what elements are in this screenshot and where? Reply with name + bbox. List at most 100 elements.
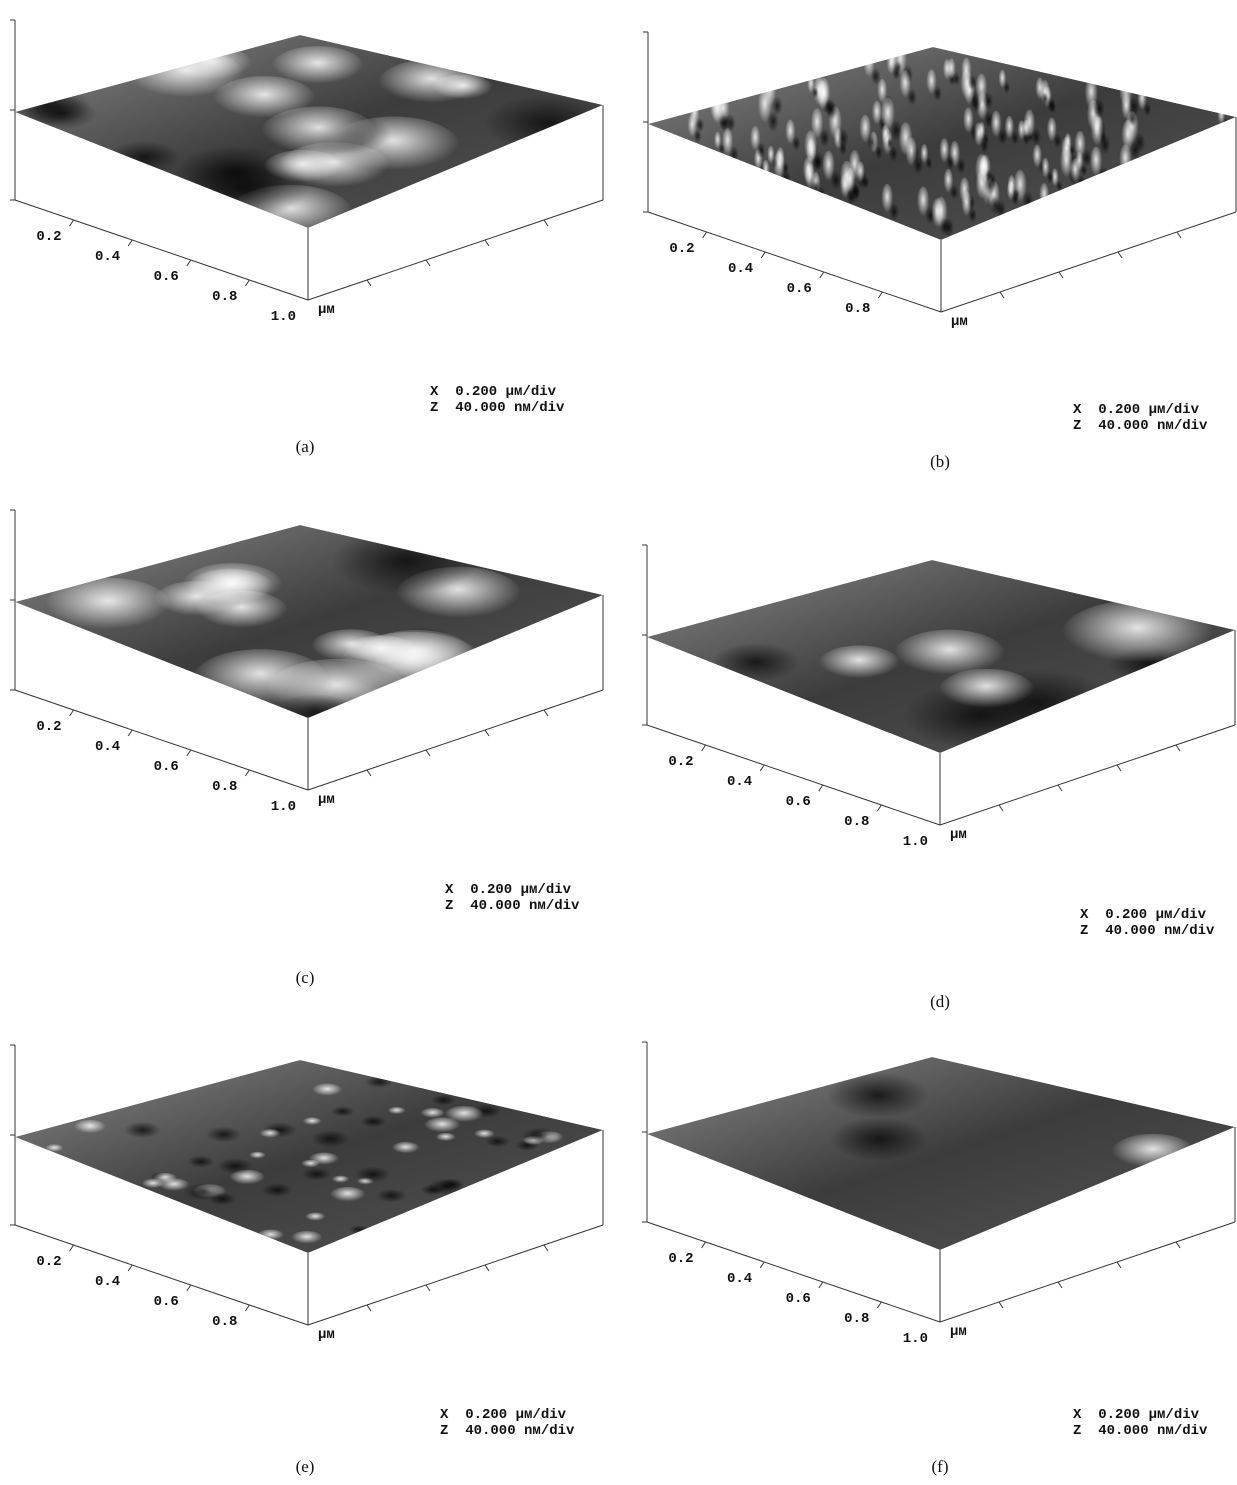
surface-base (15, 1060, 603, 1253)
tick-label: 0.2 (36, 229, 61, 245)
hill (168, 46, 252, 84)
tick-label: 0.2 (668, 1251, 693, 1267)
axis-tick (1117, 765, 1121, 771)
base-right (941, 212, 1236, 312)
base-right (308, 1225, 603, 1325)
valley (1056, 180, 1062, 191)
valley (1223, 118, 1229, 130)
tick-label: 0.6 (154, 1294, 179, 1310)
tick-label: 0.8 (212, 779, 237, 795)
peak (773, 151, 785, 182)
tick-label: 0.6 (154, 269, 179, 285)
afm-panel: 0.20.40.60.8μмX 0.200 μм/divZ 40.000 nм/… (10, 1045, 603, 1476)
valley (950, 185, 958, 200)
hill (1111, 1134, 1194, 1172)
valley (831, 171, 842, 190)
tick-label: 0.8 (845, 301, 870, 317)
valley (1013, 188, 1020, 201)
surface (15, 525, 603, 731)
axis-tick (877, 1302, 881, 1308)
surface (4, 35, 613, 241)
valley (1130, 140, 1141, 159)
valley (420, 1108, 445, 1119)
tick-label: 0.2 (668, 754, 693, 770)
axis-tick (702, 745, 706, 751)
hill (444, 1106, 484, 1124)
figure: 0.20.40.60.81.0μмX 0.200 μм/divZ 40.000 … (0, 0, 1237, 1485)
axis-tick (245, 770, 249, 776)
axis-tick (245, 280, 249, 286)
axis-tick (70, 220, 74, 226)
surface (15, 1060, 603, 1253)
scale-text: X 0.200 μм/div (1073, 1407, 1200, 1423)
base-left (15, 1225, 308, 1325)
axis-tick (485, 730, 489, 736)
tick-label: 0.4 (95, 1274, 120, 1290)
valley (983, 134, 989, 145)
hill (45, 1144, 63, 1152)
hill (187, 1156, 214, 1168)
scale-text: Z 40.000 nм/div (430, 400, 565, 416)
valley (875, 146, 882, 159)
scale-text: X 0.200 μм/div (1073, 402, 1200, 418)
base-right (940, 1222, 1235, 1322)
scale-text: X 0.200 μм/div (430, 384, 557, 400)
hill (196, 590, 288, 631)
panel-caption: (a) (296, 437, 315, 456)
valley (990, 196, 1001, 215)
base-left (648, 212, 941, 312)
axis-tick (1058, 1282, 1062, 1288)
axis-unit: μм (318, 302, 335, 318)
valley (893, 67, 900, 80)
axis-tick (877, 805, 881, 811)
axis-tick (760, 765, 764, 771)
hill (712, 642, 800, 682)
panel-caption: (e) (296, 1457, 315, 1476)
valley (1041, 92, 1049, 106)
tick-label: 0.8 (212, 1314, 237, 1330)
tick-label: 0.8 (844, 1311, 869, 1327)
hill (1061, 600, 1214, 669)
axis-tick (544, 710, 548, 716)
tick-label: 1.0 (271, 309, 296, 325)
tick-label: 0.4 (95, 739, 120, 755)
valley (159, 1178, 190, 1192)
axis-tick (426, 260, 430, 266)
valley (913, 156, 923, 174)
hill (330, 1187, 366, 1203)
axis-tick (1176, 745, 1180, 751)
axis-tick (1058, 785, 1062, 791)
valley (474, 1130, 495, 1139)
valley (968, 208, 977, 223)
axis-tick (703, 232, 707, 238)
axis-tick (999, 805, 1003, 811)
hill (249, 1152, 266, 1160)
valley (261, 107, 376, 159)
valley (781, 170, 791, 188)
panel-caption: (b) (930, 452, 950, 471)
valley (1127, 164, 1138, 183)
valley (360, 1116, 386, 1128)
base-right (940, 725, 1235, 825)
valley (825, 99, 835, 116)
axis-tick (70, 710, 74, 716)
valley (940, 217, 950, 235)
hill (206, 1126, 241, 1142)
valley (968, 74, 977, 90)
valley (312, 1084, 342, 1098)
hill (332, 1176, 350, 1184)
axis-unit: μм (318, 1327, 335, 1343)
valley (792, 136, 801, 151)
axis-tick (187, 260, 191, 266)
valley (301, 1160, 320, 1169)
axis-tick (1118, 252, 1122, 258)
valley (339, 632, 484, 697)
axis-tick (367, 1305, 371, 1311)
tick-label: 0.6 (154, 759, 179, 775)
hill (355, 1166, 390, 1182)
valley (263, 150, 342, 186)
axis-tick (367, 280, 371, 286)
scale-text: Z 40.000 nм/div (1073, 1423, 1208, 1439)
